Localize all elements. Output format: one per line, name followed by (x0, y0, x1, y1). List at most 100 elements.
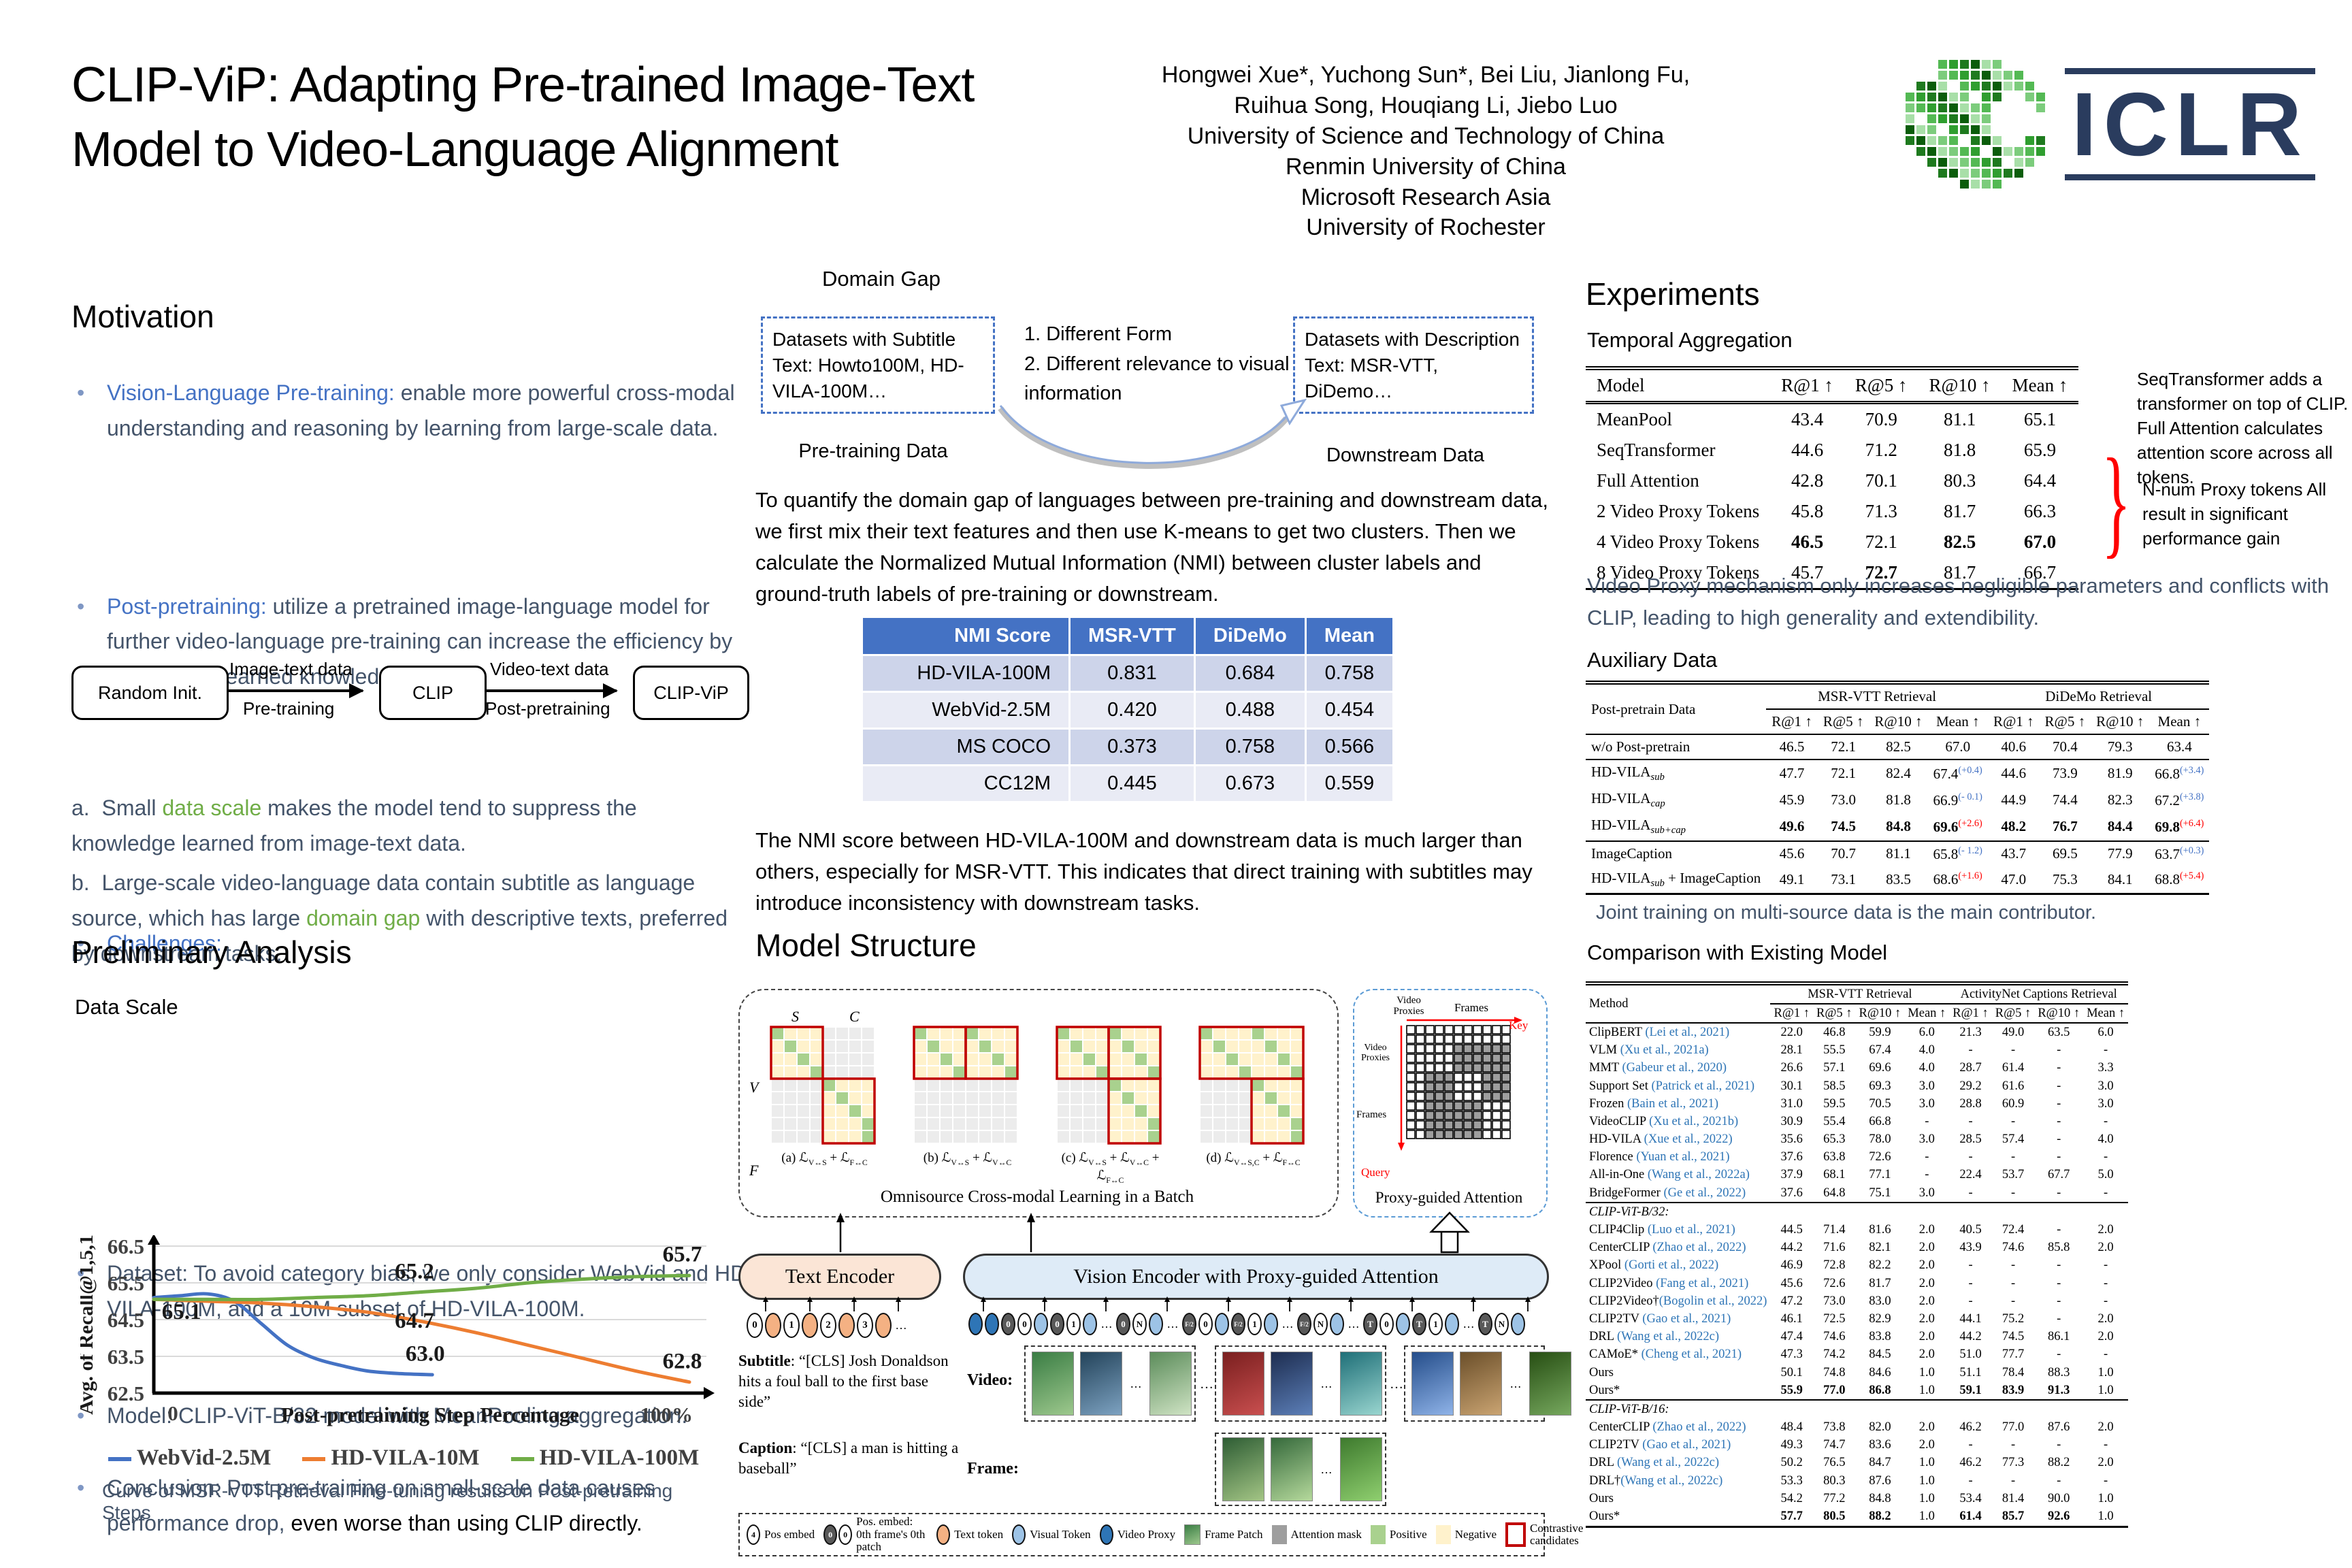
page-title: CLIP-ViP: Adapting Pre-trained Image-Tex… (71, 53, 975, 182)
attention-mask-grid (1398, 1017, 1522, 1151)
table-row: HD-VILAsub 47.7 72.1 82.4 67.4(+0.4) 44.6 73.9… (1591, 764, 2204, 783)
frame-thumbnail (1529, 1352, 1571, 1416)
frame-thumbnail (1222, 1352, 1264, 1416)
negative-icon (1435, 1525, 1451, 1544)
vision-encoder-box: Vision Encoder with Proxy-guided Attenti… (963, 1254, 1549, 1300)
affiliation: University of Rochester (1306, 214, 1546, 241)
flow-box-clip: CLIP (379, 666, 487, 720)
auxiliary-data-table: Post-pretrain Data MSR-VTT Retrieval DiDeM… (1586, 681, 2210, 895)
downstream-data-box: Datasets with Description Text: MSR-VTT,… (1293, 316, 1534, 414)
ellipsis: … (1200, 1377, 1213, 1392)
frame-pos-token: 0 (1116, 1313, 1130, 1335)
authors-block: Hongwei Xue*, Yuchong Sun*, Bei Liu, Jia… (1082, 60, 1769, 243)
table-row: HD-VILAsub + ImageCaption 49.1 73.1 83.5 68.… (1591, 869, 2204, 889)
prelim-bullet-2: Model: CLIP-ViT-B/32 model with MeanPool… (71, 1399, 760, 1434)
table-row: XPool (Gorti et al., 2022) 46.9 72.8 82.2 2.… (1589, 1258, 2108, 1273)
text-token-strip: 0 1 2 3… (747, 1313, 909, 1338)
nmi-row: CC12M 0.445 0.673 0.559 (863, 766, 1392, 801)
authors-line2: Ruihua Song, Houqiang Li, Jiebo Luo (1234, 92, 1618, 118)
temporal-aggregation-table: Model R@1 ↑ R@5 ↑ R@10 ↑ Mean ↑ MeanPool 43.4 7… (1586, 366, 2079, 590)
table-row: DRL (Wang et al., 2022c) 50.2 76.5 84.7 1.0 4… (1589, 1456, 2114, 1470)
text-token (838, 1313, 855, 1338)
chart-legend: WebVid-2.5M HD-VILA-10M HD-VILA-100M (80, 1446, 727, 1471)
pos-embed-token: 1 (1428, 1313, 1443, 1335)
temporal-note-2: N-num Proxy tokens All result in signifi… (2142, 479, 2327, 549)
section-preliminary: Preliminary Analysis (71, 934, 352, 970)
token-input-arrows (763, 1296, 1531, 1311)
text-icon (936, 1524, 951, 1545)
svg-text:63.0: 63.0 (406, 1341, 445, 1366)
svg-text:62.5: 62.5 (108, 1382, 144, 1405)
posnum-icon: 4 (747, 1524, 760, 1545)
flow-box-clip-vip: CLIP-ViP (633, 666, 749, 720)
frame-thumbnail (1411, 1352, 1454, 1416)
svg-text:62.8: 62.8 (663, 1349, 702, 1373)
motivation-bullet-1: Vision-Language Pre-training: enable mor… (71, 376, 753, 446)
table-row: VideoCLIP (Xu et al., 2021b) 30.9 55.4 66.8… (1589, 1114, 2108, 1128)
ellipsis: … (1348, 1317, 1360, 1330)
visual-token (1330, 1313, 1344, 1335)
table-row: CLIP4Clip (Luo et al., 2021) 44.5 71.4 81.6… (1589, 1223, 2114, 1237)
subsection-temporal: Temporal Aggregation (1587, 328, 1793, 352)
axis-label-f: F (749, 1162, 759, 1179)
frame-pos-token: 0 (1050, 1313, 1064, 1335)
proxy-left-bottom-label: Frames (1356, 1109, 1387, 1120)
iclr-logo: ICLR (1906, 54, 2328, 194)
visual-token (1034, 1313, 1048, 1335)
pos-embed-token: N (1132, 1313, 1147, 1335)
domain-gap-arrow (998, 398, 1307, 469)
loss-matrix-panel (1056, 1026, 1162, 1145)
table-row: Florence (Yuan et al., 2021) 37.6 63.8 72.6… (1589, 1150, 2108, 1164)
svg-text:Avg. of Recall@1,5,10: Avg. of Recall@1,5,10 (80, 1235, 97, 1415)
table-row: Support Set (Patrick et al., 2021) 30.1 58… (1589, 1079, 2114, 1093)
line-chart: 62.5 63.5 64.5 65.5 66.5 65.1 65.2 65.7 64.7 63.0… (75, 1224, 715, 1426)
table-row: Frozen (Bain et al., 2021) 31.0 59.5 70.5 3.… (1589, 1096, 2114, 1111)
table-row: CenterCLIP (Zhao et al., 2022) 48.4 73.8 82… (1589, 1420, 2114, 1435)
nmi-paragraph: To quantify the domain gap of languages … (755, 488, 1548, 606)
proxy-left-top-label: Video Proxies (1361, 1043, 1390, 1063)
svg-text:65.1: 65.1 (162, 1300, 201, 1324)
frame-pos-token: T (1478, 1313, 1492, 1335)
flow-arrow2-top-label: Video-text data (490, 659, 609, 679)
table-row: CLIP2Video†(Bogolin et al., 2022) 47.2 73.… (1589, 1294, 2108, 1308)
table-row: Ours* 55.9 77.0 86.8 1.0 59.1 83.9 91.3 1.0 (1586, 1382, 2129, 1401)
frame-pos-token: T (1412, 1313, 1426, 1335)
table-row: Full Attention 42.8 70.1 80.3 64.4 (1597, 470, 2057, 491)
pos-embed-token: 0 (747, 1313, 763, 1338)
table-row: CenterCLIP (Zhao et al., 2022) 44.2 71.6 82… (1589, 1241, 2114, 1255)
subsection-data-scale: Data Scale (75, 995, 178, 1019)
ellipsis: … (1463, 1317, 1475, 1330)
keyword-domain-gap: domain gap (306, 905, 421, 930)
ellipsis: … (1509, 1376, 1522, 1390)
ellipsis: … (895, 1318, 907, 1332)
pos-embed-token: 1 (1066, 1313, 1081, 1335)
svg-text:100%: 100% (640, 1403, 693, 1426)
svg-text:65.5: 65.5 (108, 1271, 144, 1295)
mask-icon (1271, 1525, 1287, 1544)
affiliation: Renmin University of China (1286, 153, 1566, 180)
ellipsis: … (1166, 1317, 1179, 1330)
video-clip-box-2: … (1215, 1345, 1386, 1422)
table-row: HD-VILAsub+cap 49.6 74.5 84.8 69.6(+2.6) 48.2… (1586, 813, 2210, 842)
proxy-top-left-label: Video Proxies (1393, 995, 1424, 1017)
video-token-strip: 0 0 0 1… 0 N… F/2 0 F/2 1… F/2 N… T 0 T 1… T N (968, 1313, 1525, 1335)
table-row: MeanPool 43.4 70.9 81.1 65.1 (1597, 409, 2057, 429)
video-proxy-token (985, 1313, 999, 1335)
frame-pos-token: F/2 (1182, 1313, 1196, 1335)
authors-line1: Hongwei Xue*, Yuchong Sun*, Bei Liu, Jia… (1161, 62, 1690, 88)
challenges-lead: Challenges: (71, 926, 753, 962)
flow-arrow-1 (227, 683, 364, 698)
table-row: SeqTransformer 44.6 71.2 81.8 65.9 (1597, 440, 2057, 460)
key-label: Key (1509, 1019, 1529, 1032)
visual-token (1149, 1313, 1163, 1335)
table-row: VLM (Xu et al., 2021a) 28.1 55.5 67.4 4.0- - -… (1589, 1043, 2108, 1058)
svg-text:Post-pretraining Step Percenta: Post-pretraining Step Percentage (281, 1403, 579, 1426)
keyword-postpretraining: Post-pretraining: (107, 593, 267, 619)
loss-formula: (c) ℒV↔S + ℒV↔C + ℒF↔C (1061, 1151, 1160, 1185)
loss-matrix-panel (913, 1026, 1019, 1143)
comparison-table: Method MSR-VTT Retrieval ActivityNet Capti… (1586, 981, 2129, 1528)
nmi-row: HD-VILA-100M 0.831 0.684 0.758 (863, 656, 1392, 691)
legend-item-mask: Attention mask (1271, 1525, 1362, 1544)
visual-token (1083, 1313, 1097, 1335)
frame-pos-token: T (1363, 1313, 1377, 1335)
